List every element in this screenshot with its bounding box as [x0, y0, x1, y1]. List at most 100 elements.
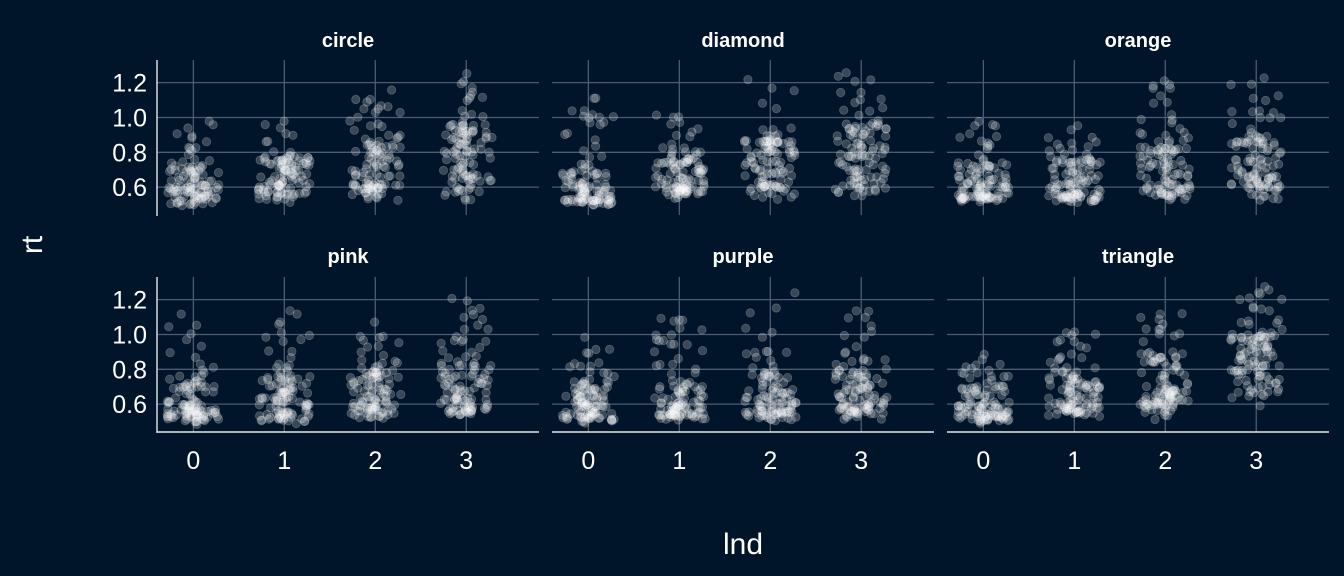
data-point — [977, 182, 987, 192]
data-point — [263, 187, 274, 197]
data-point — [189, 199, 199, 210]
data-point — [450, 173, 460, 183]
y-tick-label: 0.8 — [112, 139, 147, 167]
data-point — [762, 163, 773, 173]
data-point — [1138, 336, 1148, 347]
data-point — [979, 154, 989, 164]
data-point — [369, 157, 379, 167]
data-point — [281, 166, 291, 176]
data-point — [741, 323, 751, 333]
data-point — [1073, 394, 1084, 405]
data-point — [1243, 182, 1253, 192]
data-point — [457, 166, 467, 176]
data-point — [971, 389, 982, 399]
data-point — [366, 140, 376, 150]
data-point — [1145, 188, 1156, 198]
data-point — [275, 317, 285, 327]
data-point — [376, 142, 386, 153]
data-point — [841, 411, 851, 421]
data-point — [265, 180, 275, 190]
data-point — [852, 166, 862, 176]
data-point — [288, 130, 298, 140]
data-point — [198, 180, 208, 190]
data-point — [765, 138, 776, 148]
data-point — [579, 184, 589, 194]
data-point — [203, 184, 213, 194]
data-point — [669, 163, 680, 173]
data-point — [584, 160, 594, 170]
data-point — [844, 124, 854, 134]
data-point — [164, 322, 174, 332]
data-point — [868, 118, 878, 128]
data-point — [468, 120, 478, 131]
data-point — [1068, 177, 1078, 187]
data-point — [670, 164, 680, 174]
data-point — [783, 177, 794, 187]
data-point — [658, 393, 668, 403]
data-point — [448, 372, 458, 383]
data-point — [771, 169, 781, 179]
data-point — [558, 170, 568, 180]
data-point — [458, 120, 469, 131]
data-point — [1075, 379, 1085, 390]
data-point — [975, 182, 986, 192]
data-point — [1177, 308, 1187, 319]
data-point — [778, 138, 788, 148]
data-point — [593, 198, 603, 208]
data-point — [177, 196, 187, 206]
data-point — [277, 159, 287, 170]
data-point — [196, 187, 206, 197]
data-point — [168, 186, 178, 196]
data-point — [651, 335, 662, 345]
data-point — [580, 188, 590, 198]
data-point — [366, 147, 376, 157]
data-point — [649, 347, 660, 357]
data-point — [186, 166, 196, 176]
data-point — [1065, 193, 1075, 203]
data-point — [1072, 166, 1083, 176]
data-point — [767, 188, 777, 199]
data-point — [651, 361, 661, 371]
data-point — [594, 191, 604, 201]
data-point — [760, 181, 770, 191]
data-point — [770, 147, 780, 157]
data-point — [1081, 149, 1092, 159]
data-point — [368, 162, 379, 172]
data-point — [461, 352, 471, 362]
data-point — [590, 135, 600, 145]
data-point — [881, 124, 891, 134]
data-point — [693, 189, 703, 199]
data-point — [301, 182, 311, 192]
data-point — [995, 182, 1005, 192]
data-point — [254, 184, 264, 194]
data-point — [196, 341, 206, 351]
data-point — [286, 171, 296, 181]
data-point — [186, 178, 196, 188]
data-point — [790, 150, 800, 160]
data-point — [695, 147, 706, 157]
data-point — [1271, 153, 1281, 163]
x-tick-label: 1 — [672, 447, 686, 475]
facet-title: circle — [322, 30, 374, 52]
data-point — [165, 374, 175, 384]
data-point — [395, 107, 405, 118]
data-point — [1052, 139, 1063, 149]
data-point — [368, 183, 378, 193]
data-point — [190, 166, 200, 176]
data-point — [287, 189, 297, 199]
data-point — [372, 169, 382, 179]
data-point — [374, 149, 385, 159]
y-tick-label: 0.6 — [112, 391, 147, 419]
data-point — [1182, 191, 1192, 201]
data-point — [1274, 315, 1284, 325]
data-point — [187, 146, 197, 156]
data-point — [567, 196, 578, 206]
data-point — [578, 416, 589, 426]
data-point — [459, 324, 469, 334]
data-point — [355, 401, 365, 411]
data-point — [687, 127, 697, 137]
data-point — [1265, 113, 1275, 123]
data-point — [658, 143, 668, 153]
data-point — [590, 196, 601, 206]
